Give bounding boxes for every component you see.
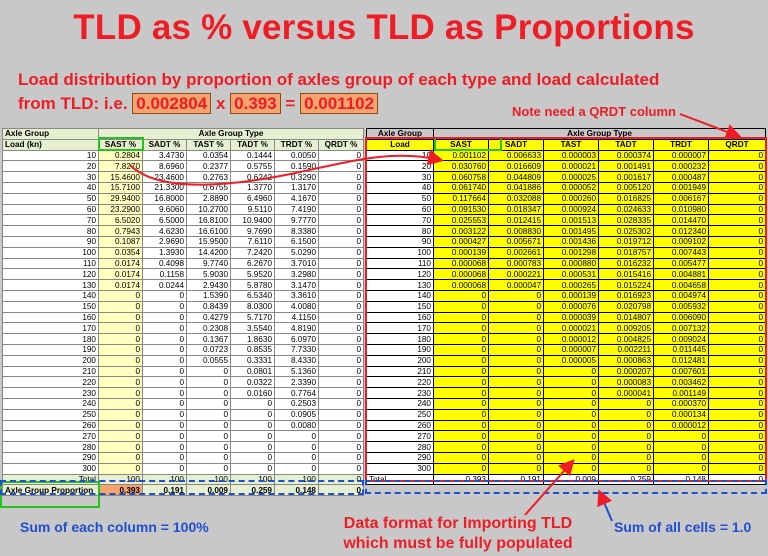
- right-table-proportion: Axle Group Axle Group Type Load SAST SADT TAS…: [366, 128, 767, 486]
- sum-cells-caption: Sum of all cells = 1.0: [614, 519, 752, 535]
- right-table-row: 80 0.003122 0.008830 0.001495 0.025302 0.0123…: [366, 225, 767, 237]
- left-header-group: Axle Group Axle Group Type: [2, 128, 365, 140]
- left-table-row: 130 0.0174 0.0244 2.9430 5.8780 3.1470 0: [2, 279, 365, 291]
- value-box-2: 0.393: [230, 93, 281, 114]
- arrow-note-to-qrdt: [679, 113, 742, 140]
- right-table-row: 50 0.117664 0.032088 0.000260 0.016825 0.0061…: [366, 192, 767, 205]
- right-table-row: 110 0.000068 0.000783 0.000880 0.016232 0.005…: [366, 257, 767, 270]
- data-format-caption: Data format for Importing TLD which must…: [308, 514, 608, 554]
- percent-cell: 0: [317, 149, 365, 162]
- left-proportion-row: Axle Group Proportion 0.393 0.191 0.009 0.25…: [2, 484, 365, 497]
- left-header-columns: Load (kn) SAST % SADT % TAST % TADT % TRDT % Q…: [2, 138, 365, 151]
- value-box-1: 0.002804: [132, 93, 212, 114]
- left-table-row: 20 7.8270 8.6960 0.2377 0.5755 0.1590 0: [2, 160, 365, 173]
- right-table-row: 140 0 0 0.000139 0.016923 0.004974 0: [366, 289, 767, 302]
- right-table-row: 210 0 0 0 0.000207 0.007601 0: [366, 365, 767, 378]
- percent-cell: 0: [317, 181, 365, 194]
- arrow-caption-to-data: [524, 459, 575, 516]
- right-table-row: 150 0 0 0.000076 0.020798 0.005932 0: [366, 300, 767, 313]
- percent-cell: 0: [317, 203, 365, 216]
- left-table-row: 80 0.7943 4.6230 16.6100 9.7690 8.3380 0: [2, 225, 365, 237]
- percent-cell: 0: [317, 235, 365, 248]
- left-total-dash: [0, 480, 364, 495]
- left-table-row: 250 0 0 0 0 0.0905 0: [2, 408, 365, 421]
- arrow-caption-to-total: [597, 489, 613, 522]
- left-table-row: 220 0 0 0 0.0322 2.3390 0: [2, 376, 365, 389]
- data-format-line-1: Data format for Importing TLD: [343, 515, 573, 532]
- left-table-row: 90 0.1087 2.9690 15.9500 7.6110 6.1500 0: [2, 235, 365, 248]
- left-table-row: 70 6.5020 6.5000 16.8100 10.9400 9.7770 0: [2, 214, 365, 227]
- right-table-row: 60 0.091530 0.018347 0.000924 0.024633 0.0109…: [366, 203, 767, 216]
- percent-cell: 0: [317, 192, 365, 205]
- subtitle-line-2: from TLD: i.e. 0.002804 x 0.393 = 0.0011…: [18, 93, 379, 114]
- data-format-line-2: which must be fully populated: [343, 535, 573, 552]
- arrow-left-to-right: [129, 149, 444, 186]
- right-table-row: 100 0.000139 0.002661 0.001298 0.018757 0.007…: [366, 246, 767, 259]
- left-table-row: 150 0 0 0.8439 8.0300 4.0080 0: [2, 300, 365, 313]
- percent-cell: 0: [317, 171, 365, 183]
- slide-title: TLD as % versus TLD as Proportions: [73, 8, 695, 47]
- left-table-row: 50 29.9400 16.8000 2.8890 6.4960 4.1670 0: [2, 192, 365, 205]
- left-column-header: QRDT %: [317, 138, 365, 151]
- left-table-row: 280 0 0 0 0 0 0: [2, 441, 365, 453]
- left-table-row: 140 0 0 1.5390 6.5340 3.3610 0: [2, 289, 365, 302]
- right-header-columns: Load SAST SADT TAST TADT TRDT QRDT: [366, 138, 767, 151]
- left-table-row: 30 15.4600 23.4600 0.2763 0.6242 0.3290 0: [2, 171, 365, 183]
- percent-cell: 0: [317, 160, 365, 173]
- right-total-dash: [365, 480, 767, 494]
- left-table-row: 40 15.7100 21.3300 0.6755 1.3770 1.3170 0: [2, 181, 365, 194]
- right-table-row: 220 0 0 0 0.000083 0.003462 0: [366, 376, 767, 389]
- right-table-row: 200 0 0 0.000005 0.000863 0.012481 0: [366, 354, 767, 367]
- left-table-row: 230 0 0 0 0.0160 0.7764 0: [2, 387, 365, 399]
- subtitle-line-1: Load distribution by proportion of axles…: [18, 70, 660, 89]
- subtitle-prefix: from TLD: i.e.: [18, 94, 128, 113]
- right-table-row: 90 0.000427 0.005671 0.001436 0.019712 0.0091…: [366, 235, 767, 248]
- value-box-3: 0.001102: [300, 93, 379, 114]
- percent-cell: 0: [317, 225, 365, 237]
- left-type-label: Axle Group Type: [97, 128, 365, 140]
- left-table-row: 160 0 0 0.4279 5.7170 4.1150 0: [2, 311, 365, 324]
- left-table-row: 60 23.2900 9.6060 10.2700 9.5110 7.4190 0: [2, 203, 365, 216]
- right-table-row: 170 0 0 0.000021 0.009205 0.007132 0: [366, 322, 767, 335]
- right-table-row: 160 0 0 0.000039 0.014807 0.006090 0: [366, 311, 767, 324]
- left-table-percent: Axle Group Axle Group Type Load (kn) SAST %…: [2, 128, 365, 497]
- percent-cell: 0: [317, 214, 365, 227]
- left-table-row: 10 0.2804 3.4730 0.0354 0.1444 0.0050 0: [2, 149, 365, 162]
- right-table-row: 280 0 0 0 0 0 0: [366, 441, 767, 453]
- qrdt-note: Note need a QRDT column: [512, 104, 676, 119]
- right-table-row: 180 0 0 0.000012 0.004825 0.009024 0: [366, 333, 767, 345]
- sast-percent-header-highlight: [98, 137, 144, 151]
- right-table-row: 70 0.025553 0.012415 0.001513 0.028335 0.0144…: [366, 214, 767, 227]
- sum-columns-caption: Sum of each column = 100%: [20, 519, 209, 535]
- right-table-row: 30 0.060758 0.044809 0.000025 0.001617 0.0004…: [366, 171, 767, 183]
- left-table-row: 210 0 0 0 0.0801 5.1360 0: [2, 365, 365, 378]
- right-table-row: 120 0.000068 0.000221 0.000531 0.015416 0.004…: [366, 268, 767, 281]
- right-table-row: 20 0.030760 0.016609 0.000021 0.001491 0.0002…: [366, 160, 767, 173]
- operator-multiply: x: [215, 94, 226, 113]
- left-table-row: 110 0.0174 0.4098 9.7740 6.2670 3.7010 0: [2, 257, 365, 270]
- right-table-row: 40 0.061740 0.041886 0.000052 0.005120 0.0019…: [366, 181, 767, 194]
- operator-equals: =: [285, 94, 296, 113]
